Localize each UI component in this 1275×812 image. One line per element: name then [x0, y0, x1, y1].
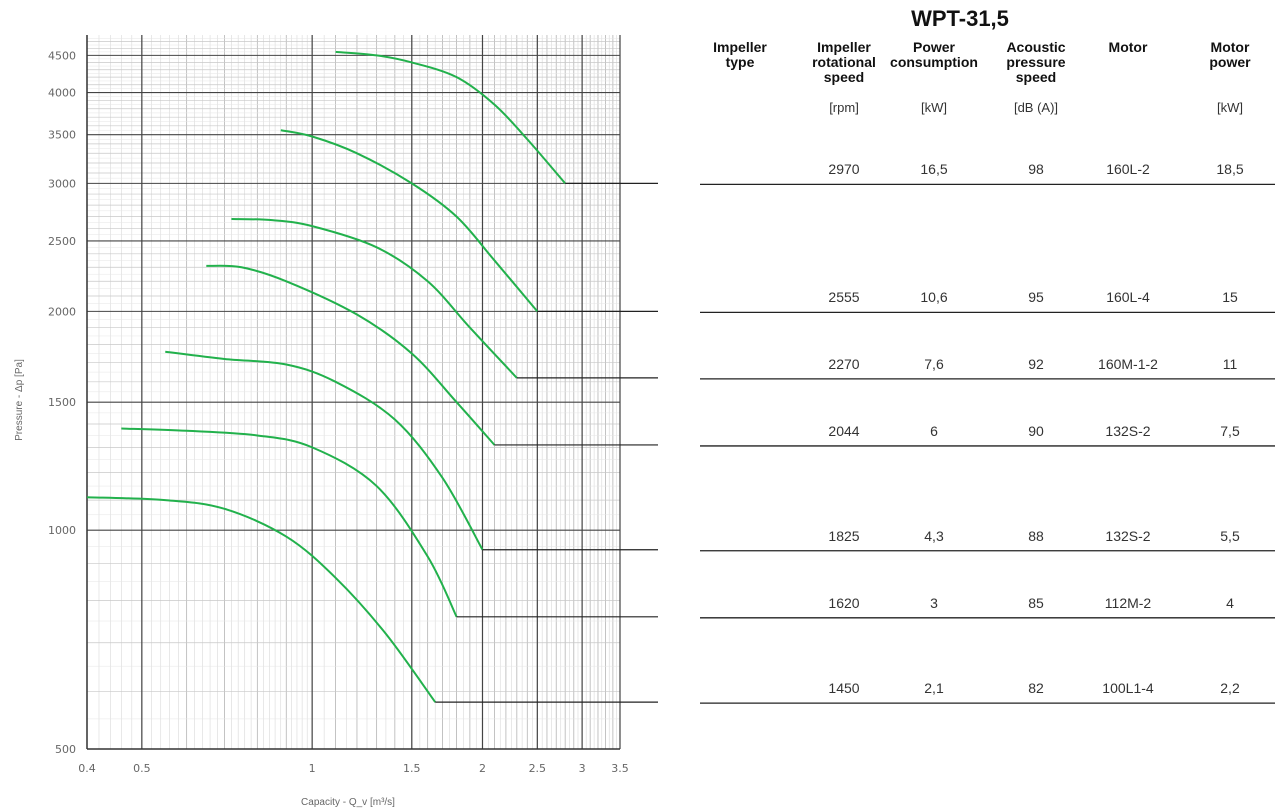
speed-cell: 2970 [828, 161, 860, 178]
chart-tick-labels: 0.4 0.5 1 1.5 2 2.5 3 3.5 500 1000 1500 2000 2500 300… [48, 49, 629, 775]
y-tick-label: 4500 [48, 49, 76, 62]
motor-cell: 100L1-4 [1102, 680, 1154, 697]
y-tick-label: 4000 [48, 87, 76, 100]
x-tick-label: 2.5 [529, 762, 547, 775]
performance-curve [335, 50, 566, 185]
performance-curve [231, 217, 518, 379]
x-tick-label: 1.5 [403, 762, 421, 775]
motor-power-cell: 7,5 [1220, 422, 1240, 439]
power-cell: 10,6 [920, 289, 948, 306]
column-header: Impeller type [713, 39, 767, 70]
speed-cell: 1825 [828, 527, 860, 544]
column-header: Motor [1108, 39, 1148, 55]
chart-leader-lines [435, 182, 1275, 704]
noise-cell: 85 [1028, 594, 1044, 611]
x-tick-label: 0.4 [78, 762, 96, 775]
x-tick-label: 3.5 [611, 762, 629, 775]
motor-power-cell: 11 [1222, 355, 1238, 372]
speed-cell: 1620 [828, 594, 860, 611]
y-tick-label: 500 [55, 743, 76, 756]
chart-grid [86, 35, 621, 750]
performance-curve [280, 129, 539, 313]
power-cell: 4,3 [924, 527, 944, 544]
motor-cell: 160L-4 [1106, 289, 1150, 306]
power-cell: 16,5 [920, 161, 948, 178]
motor-power-cell: 15 [1222, 289, 1238, 306]
motor-cell: 160M-1-2 [1098, 355, 1158, 372]
power-cell: 3 [930, 594, 938, 611]
column-unit: [rpm] [829, 100, 859, 115]
speed-cell: 2270 [828, 355, 860, 372]
motor-cell: 132S-2 [1105, 422, 1151, 439]
y-tick-label: 1500 [48, 396, 76, 409]
x-tick-label: 1 [309, 762, 316, 775]
x-axis-title: Capacity - Q_v [m³/s] [301, 797, 395, 808]
performance-curve [121, 427, 458, 618]
y-tick-label: 2500 [48, 235, 76, 248]
speed-cell: 1450 [828, 680, 860, 697]
column-header: Acoustic pressure speed [1006, 39, 1066, 85]
x-tick-label: 2 [479, 762, 486, 775]
motor-power-cell: 5,5 [1220, 527, 1240, 544]
motor-power-cell: 4 [1226, 594, 1234, 611]
motor-cell: 160L-2 [1106, 161, 1150, 178]
column-unit: [kW] [1217, 100, 1243, 115]
x-tick-label: 0.5 [133, 762, 151, 775]
noise-cell: 90 [1028, 422, 1044, 439]
performance-curve [86, 496, 437, 703]
noise-cell: 98 [1028, 161, 1044, 178]
column-unit: [dB (A)] [1013, 100, 1059, 115]
noise-cell: 95 [1028, 289, 1044, 306]
speed-cell: 2555 [828, 289, 860, 306]
table-title: WPT-31,5 [911, 6, 1009, 31]
power-cell: 6 [930, 422, 938, 439]
performance-curve [206, 264, 496, 446]
y-axis-title: Pressure - Δp [Pa] [14, 359, 25, 441]
column-unit: [kW] [921, 100, 947, 115]
power-cell: 2,1 [924, 680, 944, 697]
y-tick-label: 3500 [48, 129, 76, 142]
motor-power-cell: 2,2 [1220, 680, 1240, 697]
noise-cell: 92 [1028, 355, 1044, 372]
column-header: Motor power [1209, 39, 1251, 70]
speed-cell: 2044 [828, 422, 860, 439]
x-tick-label: 3 [579, 762, 586, 775]
column-header: Impeller rotational speed [812, 39, 876, 85]
power-cell: 7,6 [924, 355, 944, 372]
y-tick-label: 1000 [48, 524, 76, 537]
chart-curves [86, 50, 566, 703]
noise-cell: 88 [1028, 527, 1044, 544]
noise-cell: 82 [1028, 680, 1044, 697]
y-tick-label: 3000 [48, 177, 76, 190]
motor-cell: 132S-2 [1105, 527, 1151, 544]
performance-curve [165, 350, 484, 551]
motor-cell: 112M-2 [1104, 594, 1152, 611]
motor-power-cell: 18,5 [1216, 161, 1244, 178]
y-tick-label: 2000 [48, 305, 76, 318]
column-header: Power consumption [890, 39, 978, 70]
